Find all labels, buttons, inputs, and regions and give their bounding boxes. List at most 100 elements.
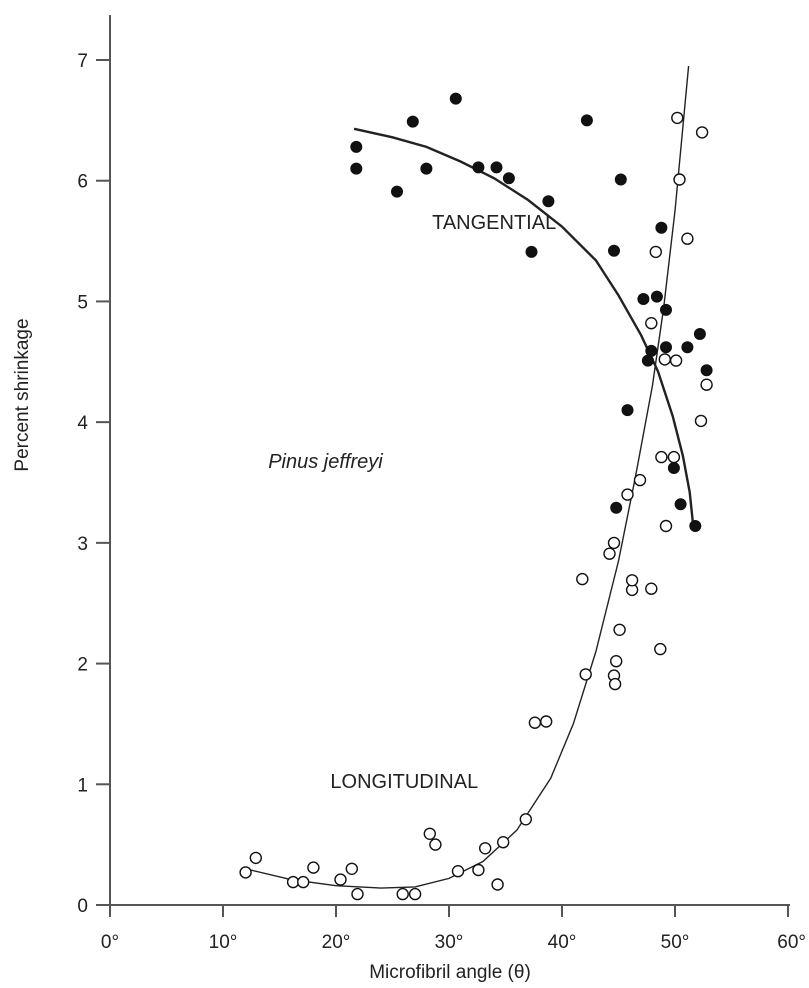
open-point [519,813,532,826]
filled-point [472,161,485,174]
y-tick-label: 0 [77,896,88,917]
open-point [625,574,639,587]
filled-point [655,221,668,234]
filled-point [660,341,672,354]
y-axis-title: Percent shrinkage [12,318,33,471]
open-point [451,865,465,878]
open-point [286,875,300,889]
open-point [613,623,626,636]
y-tick-label: 1 [77,775,88,796]
open-point [607,536,621,550]
filled-point [406,115,419,128]
open-point [576,572,589,586]
y-tick-label: 5 [77,292,88,313]
open-point [667,450,681,464]
open-point [351,887,364,901]
annotation-label: TANGENTIAL [432,212,556,234]
open-point [579,668,592,681]
filled-point [490,161,503,174]
y-tick-label: 2 [77,655,88,676]
open-point [491,878,504,891]
y-tick-label: 4 [77,413,88,434]
open-point [334,873,347,886]
open-point [645,317,658,330]
data-points [239,92,713,901]
filled-point [614,173,627,186]
x-tick-label: 20° [322,932,351,953]
filled-point [350,140,363,153]
filled-point [693,328,706,340]
annotation-label: Pinus jeffreyi [268,451,383,473]
open-point [608,677,622,691]
open-point [695,126,709,139]
fitted-curves [245,65,695,889]
open-point [659,519,673,533]
filled-point [689,520,702,532]
open-point [472,863,485,877]
x-tick-label: 40° [548,932,577,953]
open-point [694,414,708,428]
open-point [429,838,442,851]
x-tick-label: 30° [435,932,464,953]
annotation-label: LONGITUDINAL [330,771,478,793]
open-point [669,354,683,367]
tangential-curve [353,127,695,525]
open-point [654,642,667,656]
open-point [249,851,263,865]
open-point [658,353,671,366]
x-tick-label: 0° [101,932,119,953]
filled-point [608,244,620,257]
open-point [645,582,658,595]
longitudinal-curve [245,65,690,889]
x-axis-title: Microfibril angle (θ) [369,962,531,983]
x-tick-label: 60° [777,932,806,953]
filled-point [650,290,663,303]
open-point [655,450,668,464]
filled-point [350,162,363,175]
filled-point [610,501,623,514]
y-tick-label: 3 [77,534,88,555]
filled-point [449,92,462,105]
open-point [603,547,616,560]
open-point [673,173,686,186]
axes: 0 1 2 3 4 5 6 7 0° 10° 20° 30° 40° 50° 60° [77,15,806,953]
open-point [671,111,684,125]
filled-point [542,195,555,208]
filled-point [700,364,713,377]
open-point [540,715,553,728]
open-point [307,861,320,874]
filled-point [621,404,634,417]
filled-point [420,162,433,175]
open-point [621,488,634,501]
open-point [681,232,694,245]
filled-point [502,172,515,185]
y-tick-label: 7 [77,51,88,72]
open-point [528,716,542,729]
open-point [479,842,492,855]
filled-point [674,498,687,511]
y-tick-label: 6 [77,172,88,193]
filled-point [637,293,650,305]
open-point [700,378,713,391]
filled-point [660,303,672,316]
open-point [497,836,510,849]
open-point [396,887,409,901]
open-point [610,655,623,668]
open-point [408,887,422,901]
x-tick-label: 50° [661,932,690,953]
open-point [649,245,662,259]
open-point [345,862,358,875]
open-point [423,827,436,840]
filled-point [580,114,593,127]
filled-point [681,341,694,354]
filled-point [391,185,403,198]
annotations: TANGENTIAL Pinus jeffreyi LONGITUDINAL [268,212,556,793]
open-point [633,473,647,487]
open-point [239,866,252,879]
filled-point [525,245,538,258]
filled-point [645,344,658,357]
x-tick-label: 10° [209,932,238,953]
filled-point [667,462,680,474]
open-point [297,875,310,889]
